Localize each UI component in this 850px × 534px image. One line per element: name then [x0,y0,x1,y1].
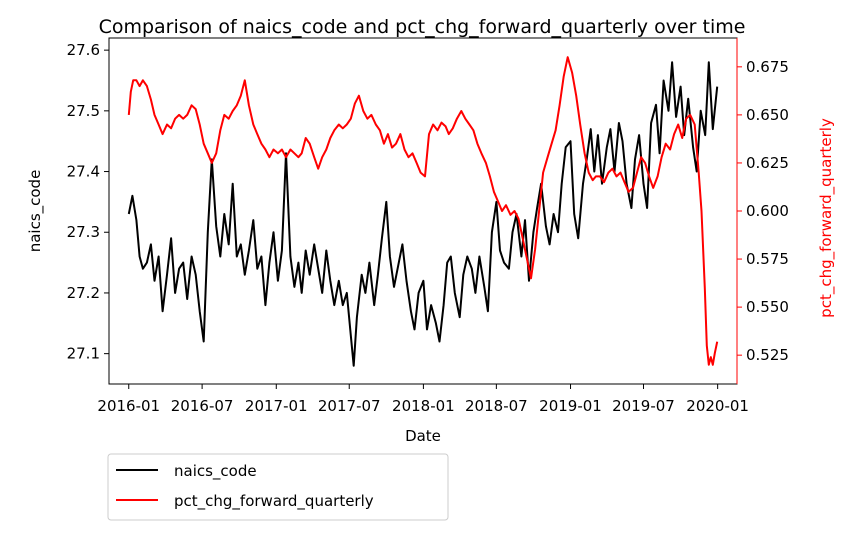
series-line-pct-chg-forward-quarterly [127,56,719,366]
legend-label-naics-code: naics_code [174,462,257,481]
x-tick-label: 2020-01 [686,397,749,415]
x-axis-label: Date [405,427,441,445]
left-tick-label: 27.1 [67,345,100,363]
x-axis-ticks: 2016-01 2016-07 2017-01 2017-07 2018-01 2018-… [97,384,749,415]
x-tick-label: 2017-01 [245,397,308,415]
left-axis-label: naics_code [26,170,45,253]
left-tick-label: 27.4 [67,163,100,181]
right-tick-label: 0.675 [746,58,789,76]
legend-label-pct-chg: pct_chg_forward_quarterly [174,492,374,511]
chart-title: Comparison of naics_code and pct_chg_for… [99,16,746,38]
left-tick-label: 27.3 [67,223,100,241]
x-tick-label: 2019-01 [539,397,602,415]
x-tick-label: 2019-07 [612,397,675,415]
legend-box [107,453,449,521]
right-axis-label: pct_chg_forward_quarterly [817,118,836,318]
legend: naics_code pct_chg_forward_quarterly [107,453,449,521]
series-line-naics-code [127,61,719,367]
right-tick-label: 0.550 [746,298,789,316]
right-tick-label: 0.625 [746,154,789,172]
left-tick-label: 27.2 [67,284,100,302]
right-axis-ticks: 0.525 0.550 0.575 0.600 0.625 0.650 0.675 [737,58,789,364]
right-tick-label: 0.525 [746,346,789,364]
x-tick-label: 2016-07 [171,397,234,415]
x-tick-label: 2017-07 [318,397,381,415]
left-tick-label: 27.5 [67,102,100,120]
left-axis-ticks: 27.1 27.2 27.3 27.4 27.5 27.6 [67,41,109,363]
x-tick-label: 2018-01 [392,397,455,415]
left-tick-label: 27.6 [67,41,100,59]
right-tick-label: 0.575 [746,250,789,268]
x-tick-label: 2018-07 [465,397,528,415]
series-lines [127,56,719,367]
x-tick-label: 2016-01 [97,397,160,415]
right-tick-label: 0.600 [746,202,789,220]
right-tick-label: 0.650 [746,106,789,124]
